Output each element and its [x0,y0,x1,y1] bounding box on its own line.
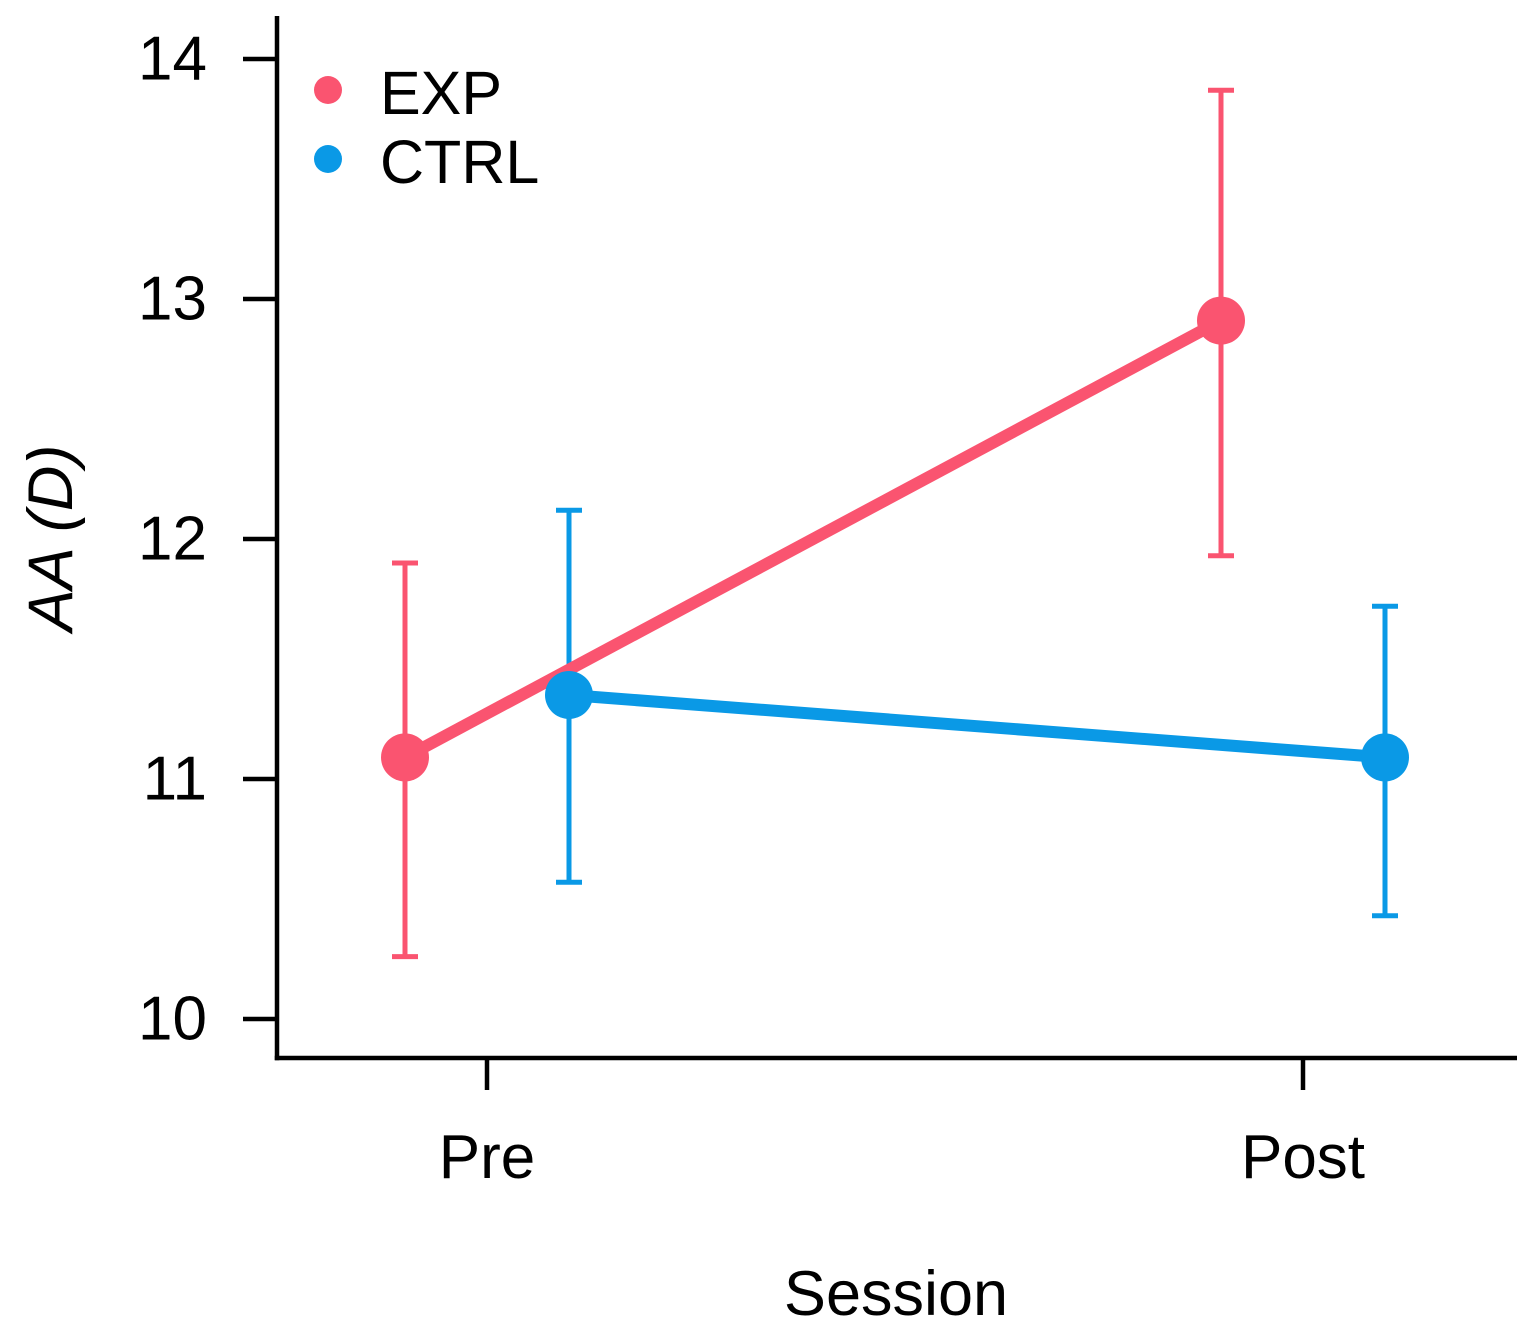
legend-label-ctrl: CTRL [380,128,539,196]
data-point-exp-pre [381,733,429,782]
data-point-ctrl-pre [545,671,593,719]
series-line-ctrl [568,689,1386,764]
data-point-ctrl-post [1361,733,1409,782]
y-tick-label: 13 [138,265,207,334]
y-tick-label: 10 [138,985,207,1054]
legend-label-exp: EXP [380,59,502,127]
y-axis-title: AA (D) [16,445,86,636]
legend-dot-ctrl [314,145,342,173]
y-tick-label: 11 [143,745,207,814]
data-point-exp-post [1197,296,1245,345]
x-axis-title: Session [784,1259,1008,1329]
x-tick-label: Pre [439,1123,535,1192]
legend-dot-exp [314,76,342,104]
y-tick-label: 12 [138,505,207,574]
series-line-exp [402,315,1224,763]
x-tick-label: Post [1241,1123,1365,1192]
y-tick-label: 14 [138,25,207,94]
